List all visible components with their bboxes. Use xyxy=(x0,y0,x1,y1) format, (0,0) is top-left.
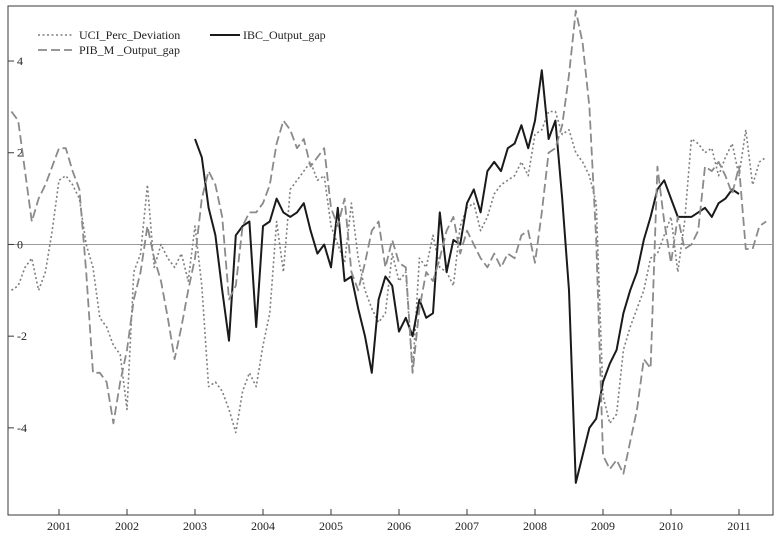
x-tick-label: 2006 xyxy=(387,519,411,533)
x-tick-label: 2011 xyxy=(727,519,751,533)
y-axis: 4 2 0 -2 -4 xyxy=(8,54,27,435)
x-tick-label: 2005 xyxy=(319,519,343,533)
x-tick-label: 2001 xyxy=(47,519,71,533)
x-tick-label: 2007 xyxy=(455,519,479,533)
legend-label-pib: PIB_M _Output_gap xyxy=(79,43,180,57)
x-tick-label: 2002 xyxy=(115,519,139,533)
series-layer xyxy=(10,9,767,484)
legend-label-uci: UCI_Perc_Deviation xyxy=(79,28,180,42)
x-tick-label: 2004 xyxy=(251,519,275,533)
legend: UCI_Perc_Deviation IBC_Output_gap PIB_M … xyxy=(38,28,326,57)
series-line-2 xyxy=(194,69,740,484)
series-line-1 xyxy=(10,110,767,434)
plot-frame xyxy=(7,5,774,516)
y-tick-label: 4 xyxy=(17,54,23,68)
legend-label-ibc: IBC_Output_gap xyxy=(243,28,326,42)
x-tick-label: 2008 xyxy=(523,519,547,533)
y-tick-label: -2 xyxy=(17,329,27,343)
y-tick-label: 2 xyxy=(17,146,23,160)
x-tick-label: 2009 xyxy=(591,519,615,533)
x-tick-label: 2010 xyxy=(659,519,683,533)
x-tick-label: 2003 xyxy=(183,519,207,533)
x-axis: 2001 2002 2003 2004 2005 2006 2007 2008 2009 2010… xyxy=(47,509,751,533)
y-tick-label: -4 xyxy=(17,421,27,435)
series-line-3 xyxy=(10,9,767,475)
y-tick-label: 0 xyxy=(17,237,23,251)
